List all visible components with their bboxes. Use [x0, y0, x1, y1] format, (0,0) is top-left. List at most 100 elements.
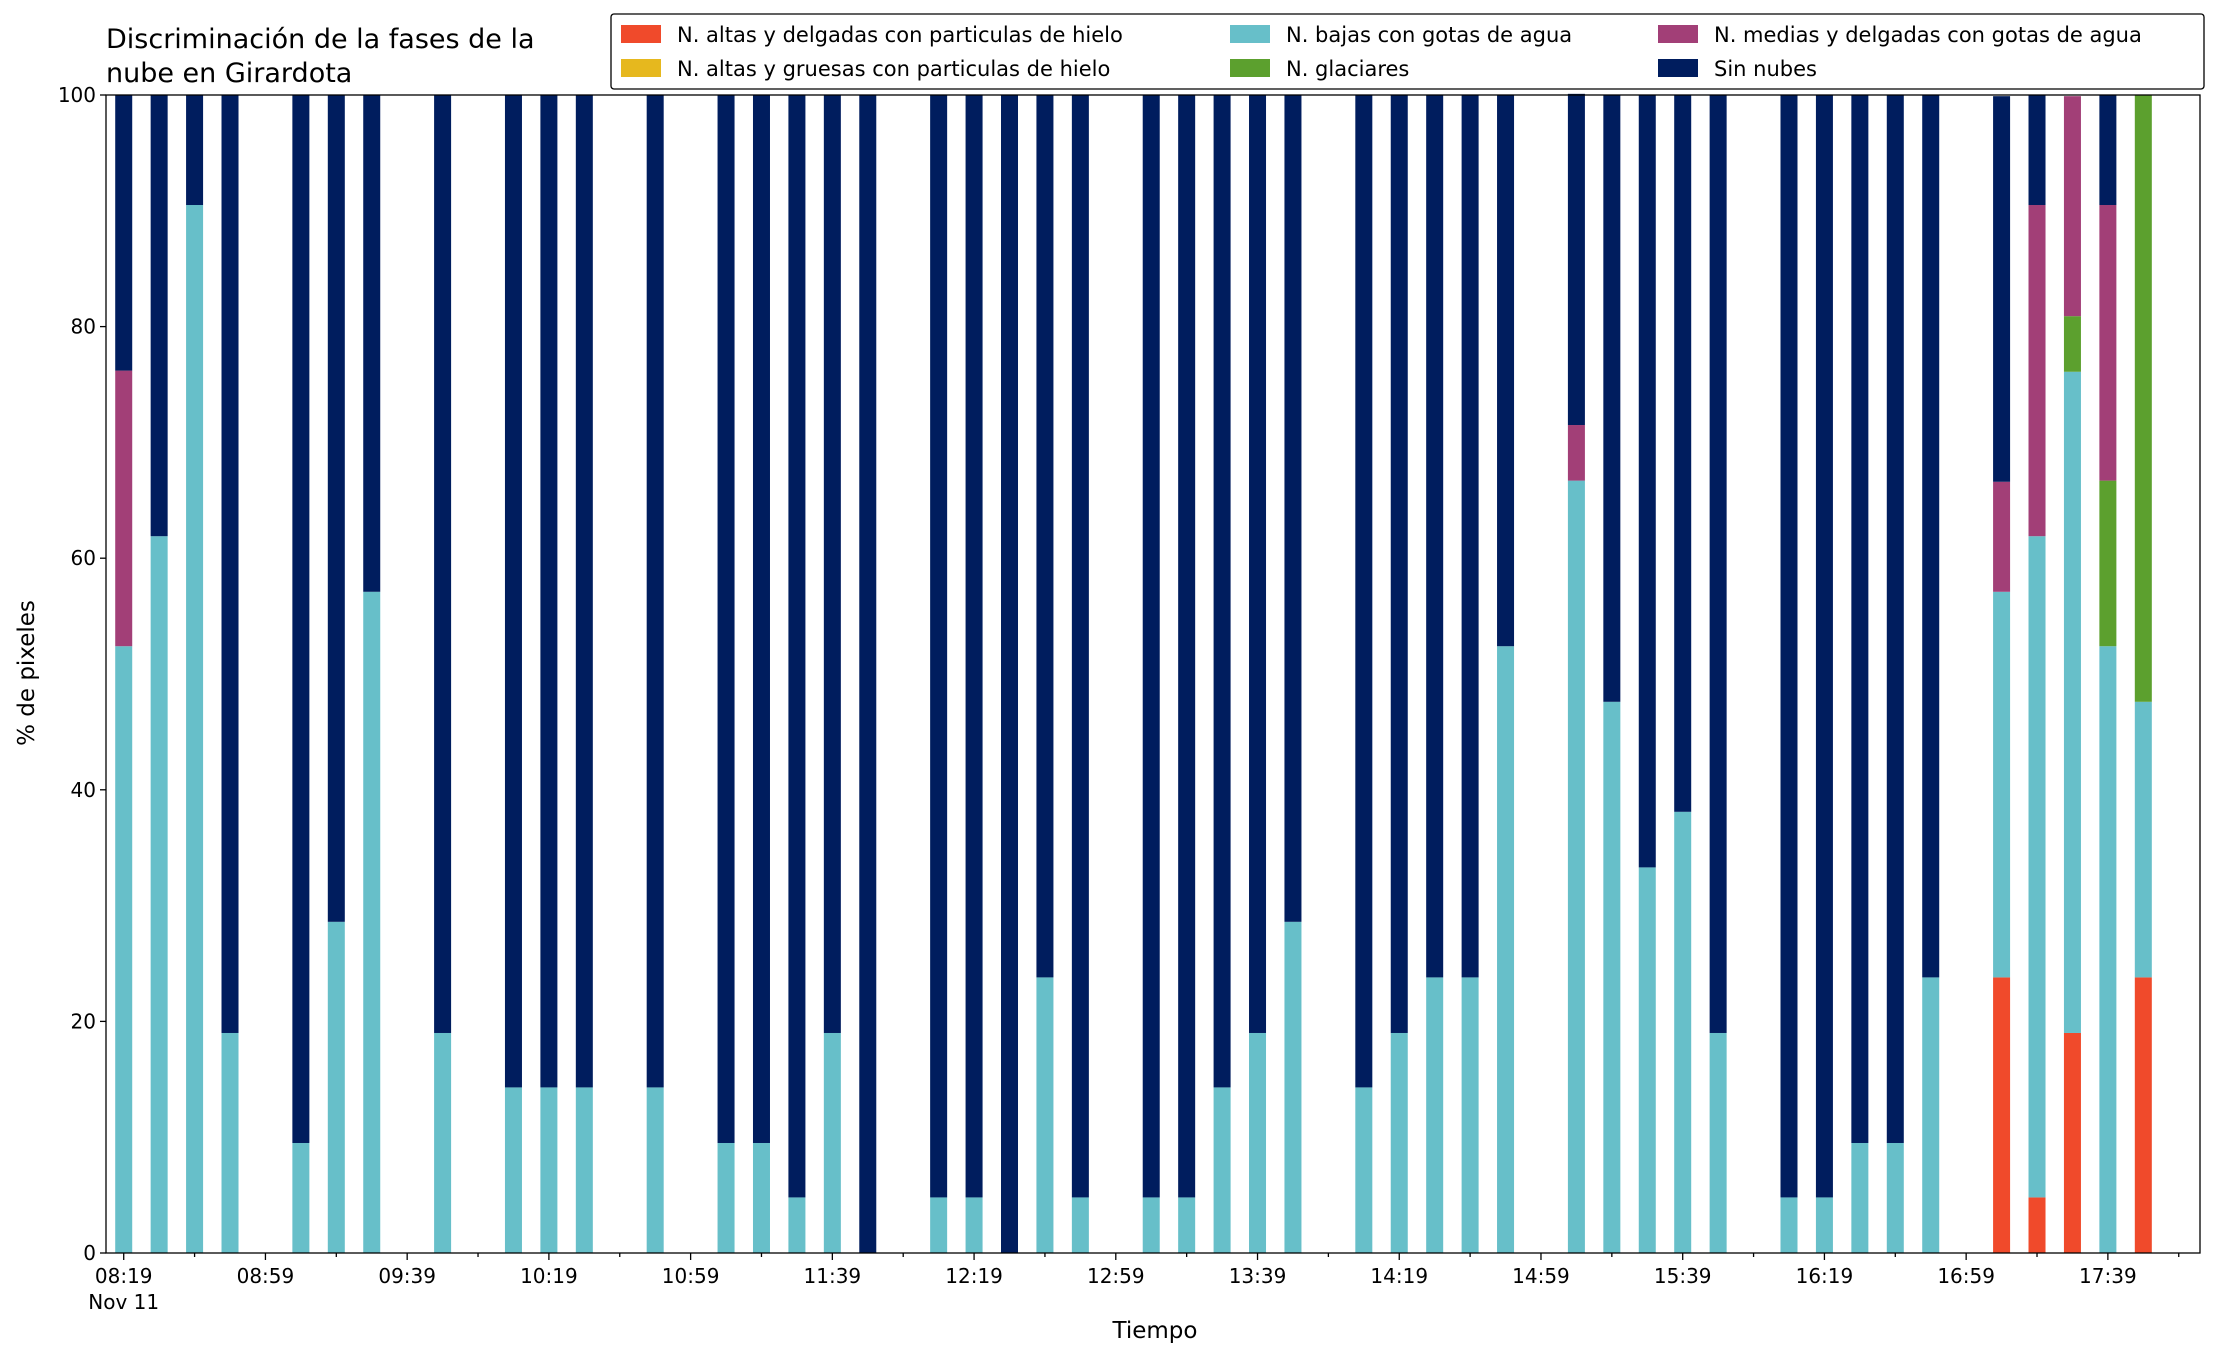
bar-segment: [292, 95, 310, 1143]
bar-segment: [221, 1032, 239, 1253]
legend-swatch: [621, 59, 661, 77]
bar-segment: [1355, 1087, 1373, 1253]
bar-segment: [1178, 1197, 1196, 1253]
bar-segment: [2063, 371, 2081, 1033]
bar-segment: [434, 95, 452, 1033]
bar-segment: [717, 95, 735, 1143]
bar-segment: [965, 1197, 983, 1253]
x-tick-label: 17:39: [2079, 1264, 2137, 1288]
bar-segment: [859, 95, 877, 1253]
x-tick-label: 16:19: [1796, 1264, 1854, 1288]
y-tick-label: 40: [71, 778, 96, 802]
bar-segment: [646, 1087, 664, 1253]
bar-segment: [186, 95, 204, 206]
bar-segment: [434, 1032, 452, 1253]
x-tick-label: 16:59: [1937, 1264, 1995, 1288]
bar-segment: [1461, 95, 1479, 978]
x-tick-label: 13:39: [1229, 1264, 1287, 1288]
bar-segment: [1284, 95, 1302, 922]
bar-segment: [1249, 95, 1267, 1033]
bar-segment: [292, 1142, 310, 1253]
bar-segment: [1071, 1197, 1089, 1253]
x-axis-label: Tiempo: [1112, 1318, 1198, 1344]
bar-segment: [1886, 95, 1904, 1143]
bar-segment: [575, 1087, 593, 1253]
bar-segment: [1674, 95, 1692, 812]
bar-segment: [115, 646, 133, 1253]
legend-label: Sin nubes: [1714, 57, 1817, 81]
bar-segment: [1000, 95, 1019, 1253]
legend-swatch: [1658, 25, 1698, 43]
bar-segment: [1142, 95, 1160, 1198]
bar-segment: [2028, 205, 2046, 537]
bar-segment: [1390, 95, 1408, 1033]
bar-segment: [823, 1032, 841, 1253]
bar-segment: [115, 95, 133, 371]
bar-segment: [363, 591, 381, 1253]
bar-segment: [1815, 1197, 1833, 1253]
bar-segment: [1709, 95, 1727, 1033]
bar-segment: [2028, 1197, 2046, 1253]
bar-segment: [1851, 1142, 1869, 1253]
bar-segment: [1461, 977, 1479, 1253]
y-axis-label: % de pixeles: [14, 600, 40, 746]
bar-segment: [1213, 95, 1231, 1088]
bar-segment: [2134, 701, 2152, 978]
bar-segment: [1567, 93, 1585, 426]
legend-swatch: [1230, 25, 1270, 43]
bar-segment: [1071, 95, 1089, 1198]
bar-segment: [1390, 1032, 1408, 1253]
bar-segment: [327, 95, 345, 922]
bar-segment: [504, 1087, 522, 1253]
bar-segment: [1426, 95, 1444, 978]
chart-title: nube en Girardota: [106, 58, 352, 89]
y-tick-label: 60: [71, 546, 96, 570]
bar-segment: [1922, 977, 1940, 1253]
bar-segment: [363, 95, 381, 592]
bar-segment: [540, 95, 558, 1088]
legend-label: N. glaciares: [1286, 57, 1409, 81]
legend-box: [610, 13, 2205, 90]
y-tick-label: 100: [58, 83, 96, 107]
bar-segment: [1355, 95, 1373, 1088]
bar-segment: [965, 95, 983, 1198]
bar-segment: [504, 95, 522, 1088]
bar-segment: [2134, 95, 2152, 702]
bar-segment: [1603, 701, 1621, 1253]
bar-segment: [1851, 95, 1869, 1143]
bar-segment: [1497, 646, 1515, 1253]
bar-segment: [1993, 977, 2011, 1253]
chart-title: Discriminación de la fases de la: [106, 24, 535, 55]
legend-label: N. medias y delgadas con gotas de agua: [1714, 23, 2142, 47]
x-tick-label: 14:59: [1512, 1264, 1570, 1288]
bar-segment: [2134, 977, 2152, 1253]
legend-swatch: [1230, 59, 1270, 77]
bar-segment: [1567, 480, 1585, 1253]
bar-segment: [752, 95, 770, 1143]
bar-segment: [1603, 95, 1621, 702]
bar-segment: [1780, 95, 1798, 1198]
x-tick-label: 12:59: [1087, 1264, 1145, 1288]
bar-segment: [1780, 1197, 1798, 1253]
bar-segment: [540, 1087, 558, 1253]
bar-segment: [2099, 95, 2117, 206]
bar-segment: [1426, 977, 1444, 1253]
bar-segment: [1993, 96, 2011, 482]
legend-label: N. bajas con gotas de agua: [1286, 23, 1572, 47]
bar-segment: [575, 95, 593, 1088]
legend-label: N. altas y gruesas con particulas de hie…: [677, 57, 1110, 81]
legend-swatch: [1658, 59, 1698, 77]
bar-segment: [2028, 536, 2046, 1198]
bar-segment: [221, 95, 239, 1033]
bar-segment: [2063, 96, 2081, 317]
bar-segment: [1709, 1032, 1727, 1253]
bar-segment: [2028, 95, 2046, 206]
bar-segment: [2063, 1032, 2081, 1253]
x-tick-label: 11:39: [804, 1264, 862, 1288]
bar-segment: [1567, 425, 1585, 481]
x-tick-label: 08:59: [237, 1264, 295, 1288]
bar-segment: [150, 536, 168, 1253]
bar-segment: [150, 95, 168, 537]
bar-segment: [1674, 811, 1692, 1253]
